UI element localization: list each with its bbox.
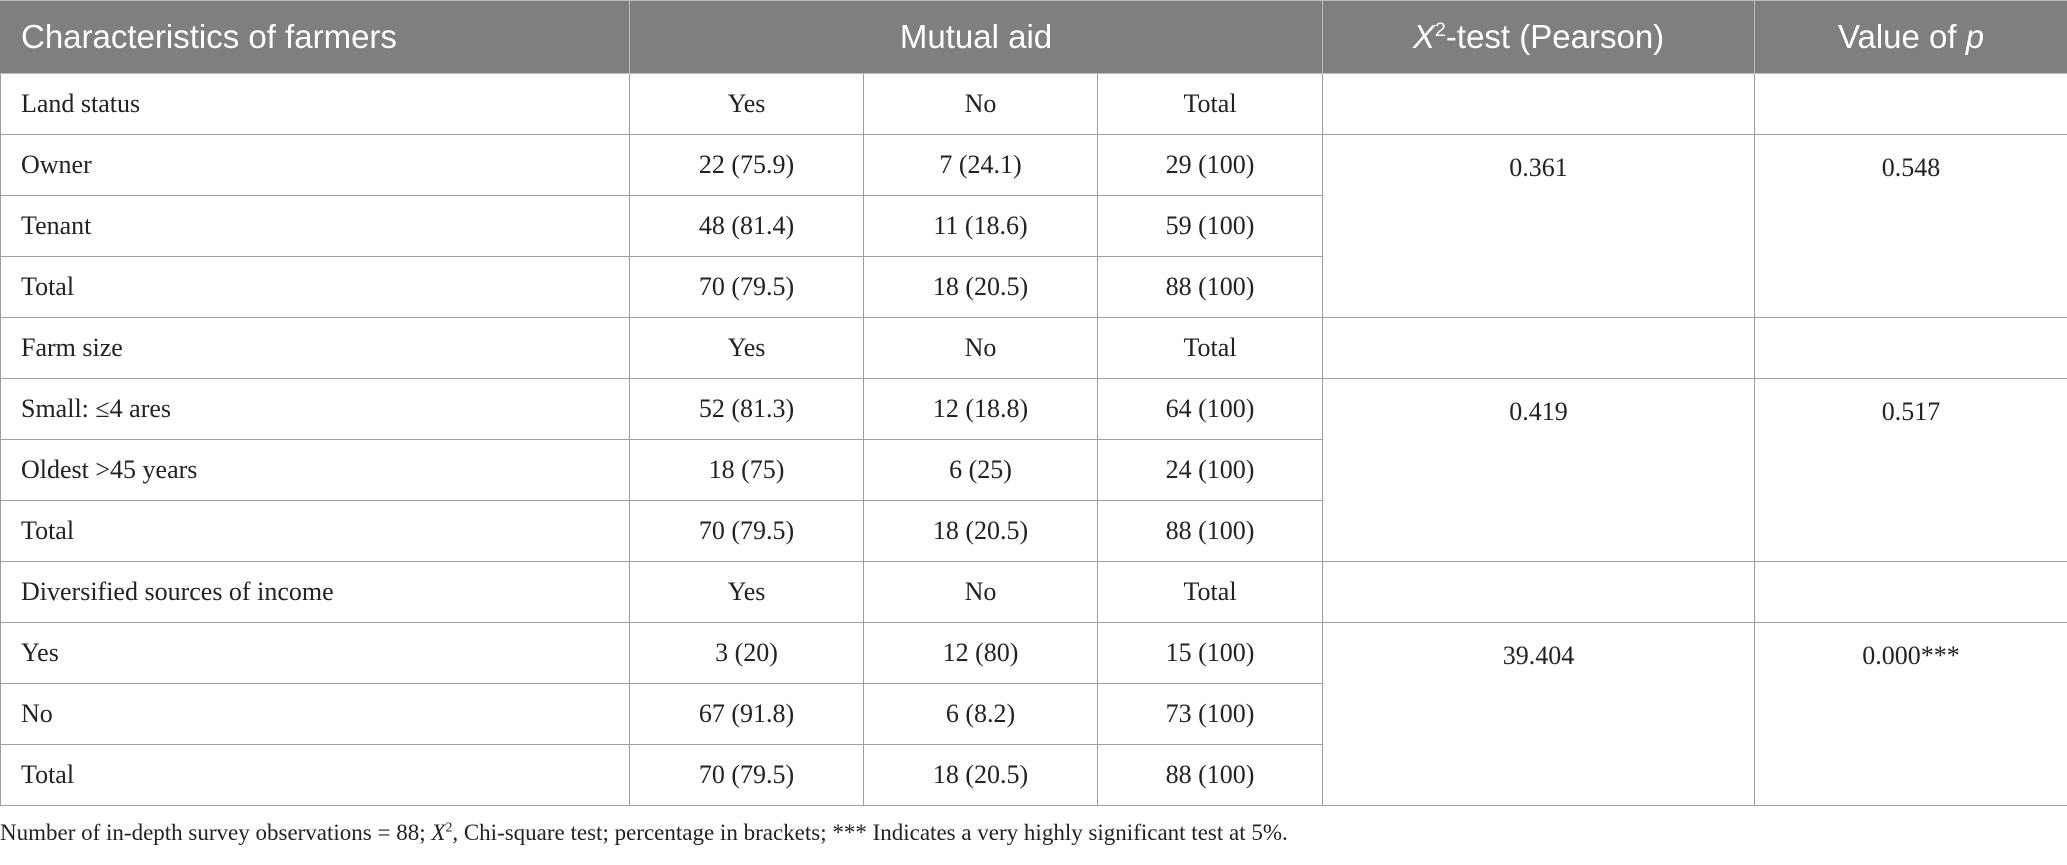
footnote-part2: , Chi-square test; percentage in bracket… — [452, 820, 1288, 845]
cell-yes: 22 (75.9) — [629, 134, 864, 196]
table-footnote: Number of in-depth survey observations =… — [0, 820, 1288, 846]
table-row: Diversified sources of income Yes No Tot… — [0, 561, 2067, 623]
cell-yes: 48 (81.4) — [629, 195, 864, 257]
row-label: Farm size — [0, 317, 630, 379]
cell-no: 18 (20.5) — [863, 500, 1098, 562]
cell-p-empty — [1754, 561, 2067, 623]
header-chi-rest: -test (Pearson) — [1445, 18, 1665, 55]
row-label: Total — [0, 256, 630, 318]
header-chi-var: X — [1412, 18, 1435, 55]
cell-yes: 70 (79.5) — [629, 256, 864, 318]
row-label: Oldest ˃45 years — [0, 439, 630, 501]
table-row: Farm size Yes No Total — [0, 317, 2067, 379]
cell-yes: 52 (81.3) — [629, 378, 864, 440]
table-row: Owner 22 (75.9) 7 (24.1) 29 (100) 0.361 … — [0, 134, 2067, 318]
cell-chi-empty — [1322, 561, 1756, 623]
cell-yes: Yes — [629, 561, 864, 623]
cell-total: Total — [1096, 561, 1324, 623]
cell-total: 64 (100) — [1096, 378, 1324, 440]
cell-total: 88 (100) — [1096, 256, 1324, 318]
footnote-sup: 2 — [445, 819, 453, 835]
cell-total: 59 (100) — [1096, 195, 1324, 257]
cell-yes: 67 (91.8) — [629, 683, 864, 745]
cell-p-empty — [1754, 73, 2067, 135]
table-row: Small: ≤4 ares 52 (81.3) 12 (18.8) 64 (1… — [0, 378, 2067, 562]
cell-total: 88 (100) — [1096, 744, 1324, 806]
cell-yes: 3 (20) — [629, 622, 864, 684]
row-label: Total — [0, 744, 630, 806]
cell-chi-value: 0.361 — [1322, 134, 1756, 318]
header-chi-sup: 2 — [1434, 19, 1446, 41]
row-label: Owner — [0, 134, 630, 196]
cell-chi-value: 0.419 — [1322, 378, 1756, 562]
header-mutual-aid: Mutual aid — [628, 0, 1324, 74]
cell-no: 11 (18.6) — [863, 195, 1098, 257]
row-label: Land status — [0, 73, 630, 135]
cell-yes: 70 (79.5) — [629, 500, 864, 562]
mutual-aid-table: Characteristics of farmers Mutual aid X2… — [0, 0, 2067, 806]
data-table-container: Characteristics of farmers Mutual aid X2… — [0, 0, 2067, 806]
cell-no: 6 (8.2) — [863, 683, 1098, 745]
cell-yes: Yes — [629, 317, 864, 379]
cell-total: 15 (100) — [1096, 622, 1324, 684]
cell-chi-empty — [1322, 317, 1756, 379]
row-label: Total — [0, 500, 630, 562]
footnote-var: X — [431, 820, 446, 845]
row-label: Tenant — [0, 195, 630, 257]
cell-no: 12 (18.8) — [863, 378, 1098, 440]
cell-no: No — [863, 561, 1098, 623]
row-label: Small: ≤4 ares — [0, 378, 630, 440]
cell-yes: 18 (75) — [629, 439, 864, 501]
table-row: Oldest ˃45 years 18 (75) 6 (25) 24 (100) — [0, 439, 2067, 501]
cell-total: 88 (100) — [1096, 500, 1324, 562]
cell-no: 18 (20.5) — [863, 256, 1098, 318]
table-row: Yes 3 (20) 12 (80) 15 (100) 39.404 0.000… — [0, 622, 2067, 806]
cell-no: 6 (25) — [863, 439, 1098, 501]
cell-no: No — [863, 73, 1098, 135]
header-chi-square: X2-test (Pearson) — [1322, 0, 1756, 74]
cell-no: 18 (20.5) — [863, 744, 1098, 806]
cell-chi-empty — [1322, 73, 1756, 135]
header-p-var: p — [1965, 18, 1985, 55]
cell-no: No — [863, 317, 1098, 379]
cell-total: Total — [1096, 317, 1324, 379]
cell-p-value: 0.517 — [1754, 378, 2067, 562]
cell-yes: Yes — [629, 73, 864, 135]
table-row: Total 70 (79.5) 18 (20.5) 88 (100) — [0, 744, 2067, 806]
cell-yes: 70 (79.5) — [629, 744, 864, 806]
cell-total: 73 (100) — [1096, 683, 1324, 745]
row-label: Diversified sources of income — [0, 561, 630, 623]
cell-no: 7 (24.1) — [863, 134, 1098, 196]
cell-chi-value: 39.404 — [1322, 622, 1756, 806]
cell-no: 12 (80) — [863, 622, 1098, 684]
cell-total: Total — [1096, 73, 1324, 135]
cell-total: 24 (100) — [1096, 439, 1324, 501]
row-label: No — [0, 683, 630, 745]
table-row: Land status Yes No Total — [0, 73, 2067, 135]
table-header-row: Characteristics of farmers Mutual aid X2… — [0, 0, 2067, 74]
header-characteristics: Characteristics of farmers — [0, 0, 630, 74]
cell-p-value: 0.548 — [1754, 134, 2067, 318]
cell-p-empty — [1754, 317, 2067, 379]
table-row: Total 70 (79.5) 18 (20.5) 88 (100) — [0, 500, 2067, 562]
header-p-value: Value of p — [1754, 0, 2067, 74]
row-label: Yes — [0, 622, 630, 684]
cell-total: 29 (100) — [1096, 134, 1324, 196]
table-row: No 67 (91.8) 6 (8.2) 73 (100) — [0, 683, 2067, 745]
footnote-part1: Number of in-depth survey observations =… — [0, 820, 432, 845]
header-p-text: Value of — [1837, 18, 1966, 55]
cell-p-value: 0.000*** — [1754, 622, 2067, 806]
